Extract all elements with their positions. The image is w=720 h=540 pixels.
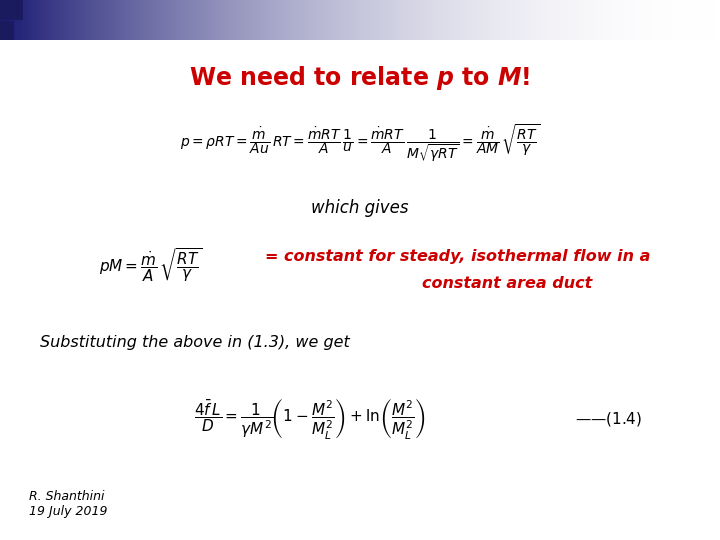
Text: which gives: which gives xyxy=(311,199,409,217)
Bar xyxy=(0,21,14,40)
Bar xyxy=(0,0,23,20)
Text: = constant for steady, isothermal flow in a: = constant for steady, isothermal flow i… xyxy=(264,249,650,264)
Text: $pM = \dfrac{\dot{m}}{A}\,\sqrt{\dfrac{RT}{\gamma}}$: $pM = \dfrac{\dot{m}}{A}\,\sqrt{\dfrac{R… xyxy=(99,246,203,284)
Text: We need to relate $\bfit{p}$ to $\bfit{M}$!: We need to relate $\bfit{p}$ to $\bfit{M… xyxy=(189,64,531,92)
Text: Substituting the above in (1.3), we get: Substituting the above in (1.3), we get xyxy=(40,335,349,350)
Text: $\dfrac{4\bar{f}\,L}{D} = \dfrac{1}{\gamma M^2}\!\left(1 - \dfrac{M^2}{M_L^2}\ri: $\dfrac{4\bar{f}\,L}{D} = \dfrac{1}{\gam… xyxy=(194,396,426,441)
Text: constant area duct: constant area duct xyxy=(423,276,593,291)
Text: $p = \rho RT = \dfrac{\dot{m}}{Au}\,RT = \dfrac{\dot{m}RT}{A}\,\dfrac{1}{u} = \d: $p = \rho RT = \dfrac{\dot{m}}{Au}\,RT =… xyxy=(180,122,540,164)
Text: ——$(1.4)$: ——$(1.4)$ xyxy=(575,409,642,428)
Text: R. Shanthini
19 July 2019: R. Shanthini 19 July 2019 xyxy=(29,490,107,518)
